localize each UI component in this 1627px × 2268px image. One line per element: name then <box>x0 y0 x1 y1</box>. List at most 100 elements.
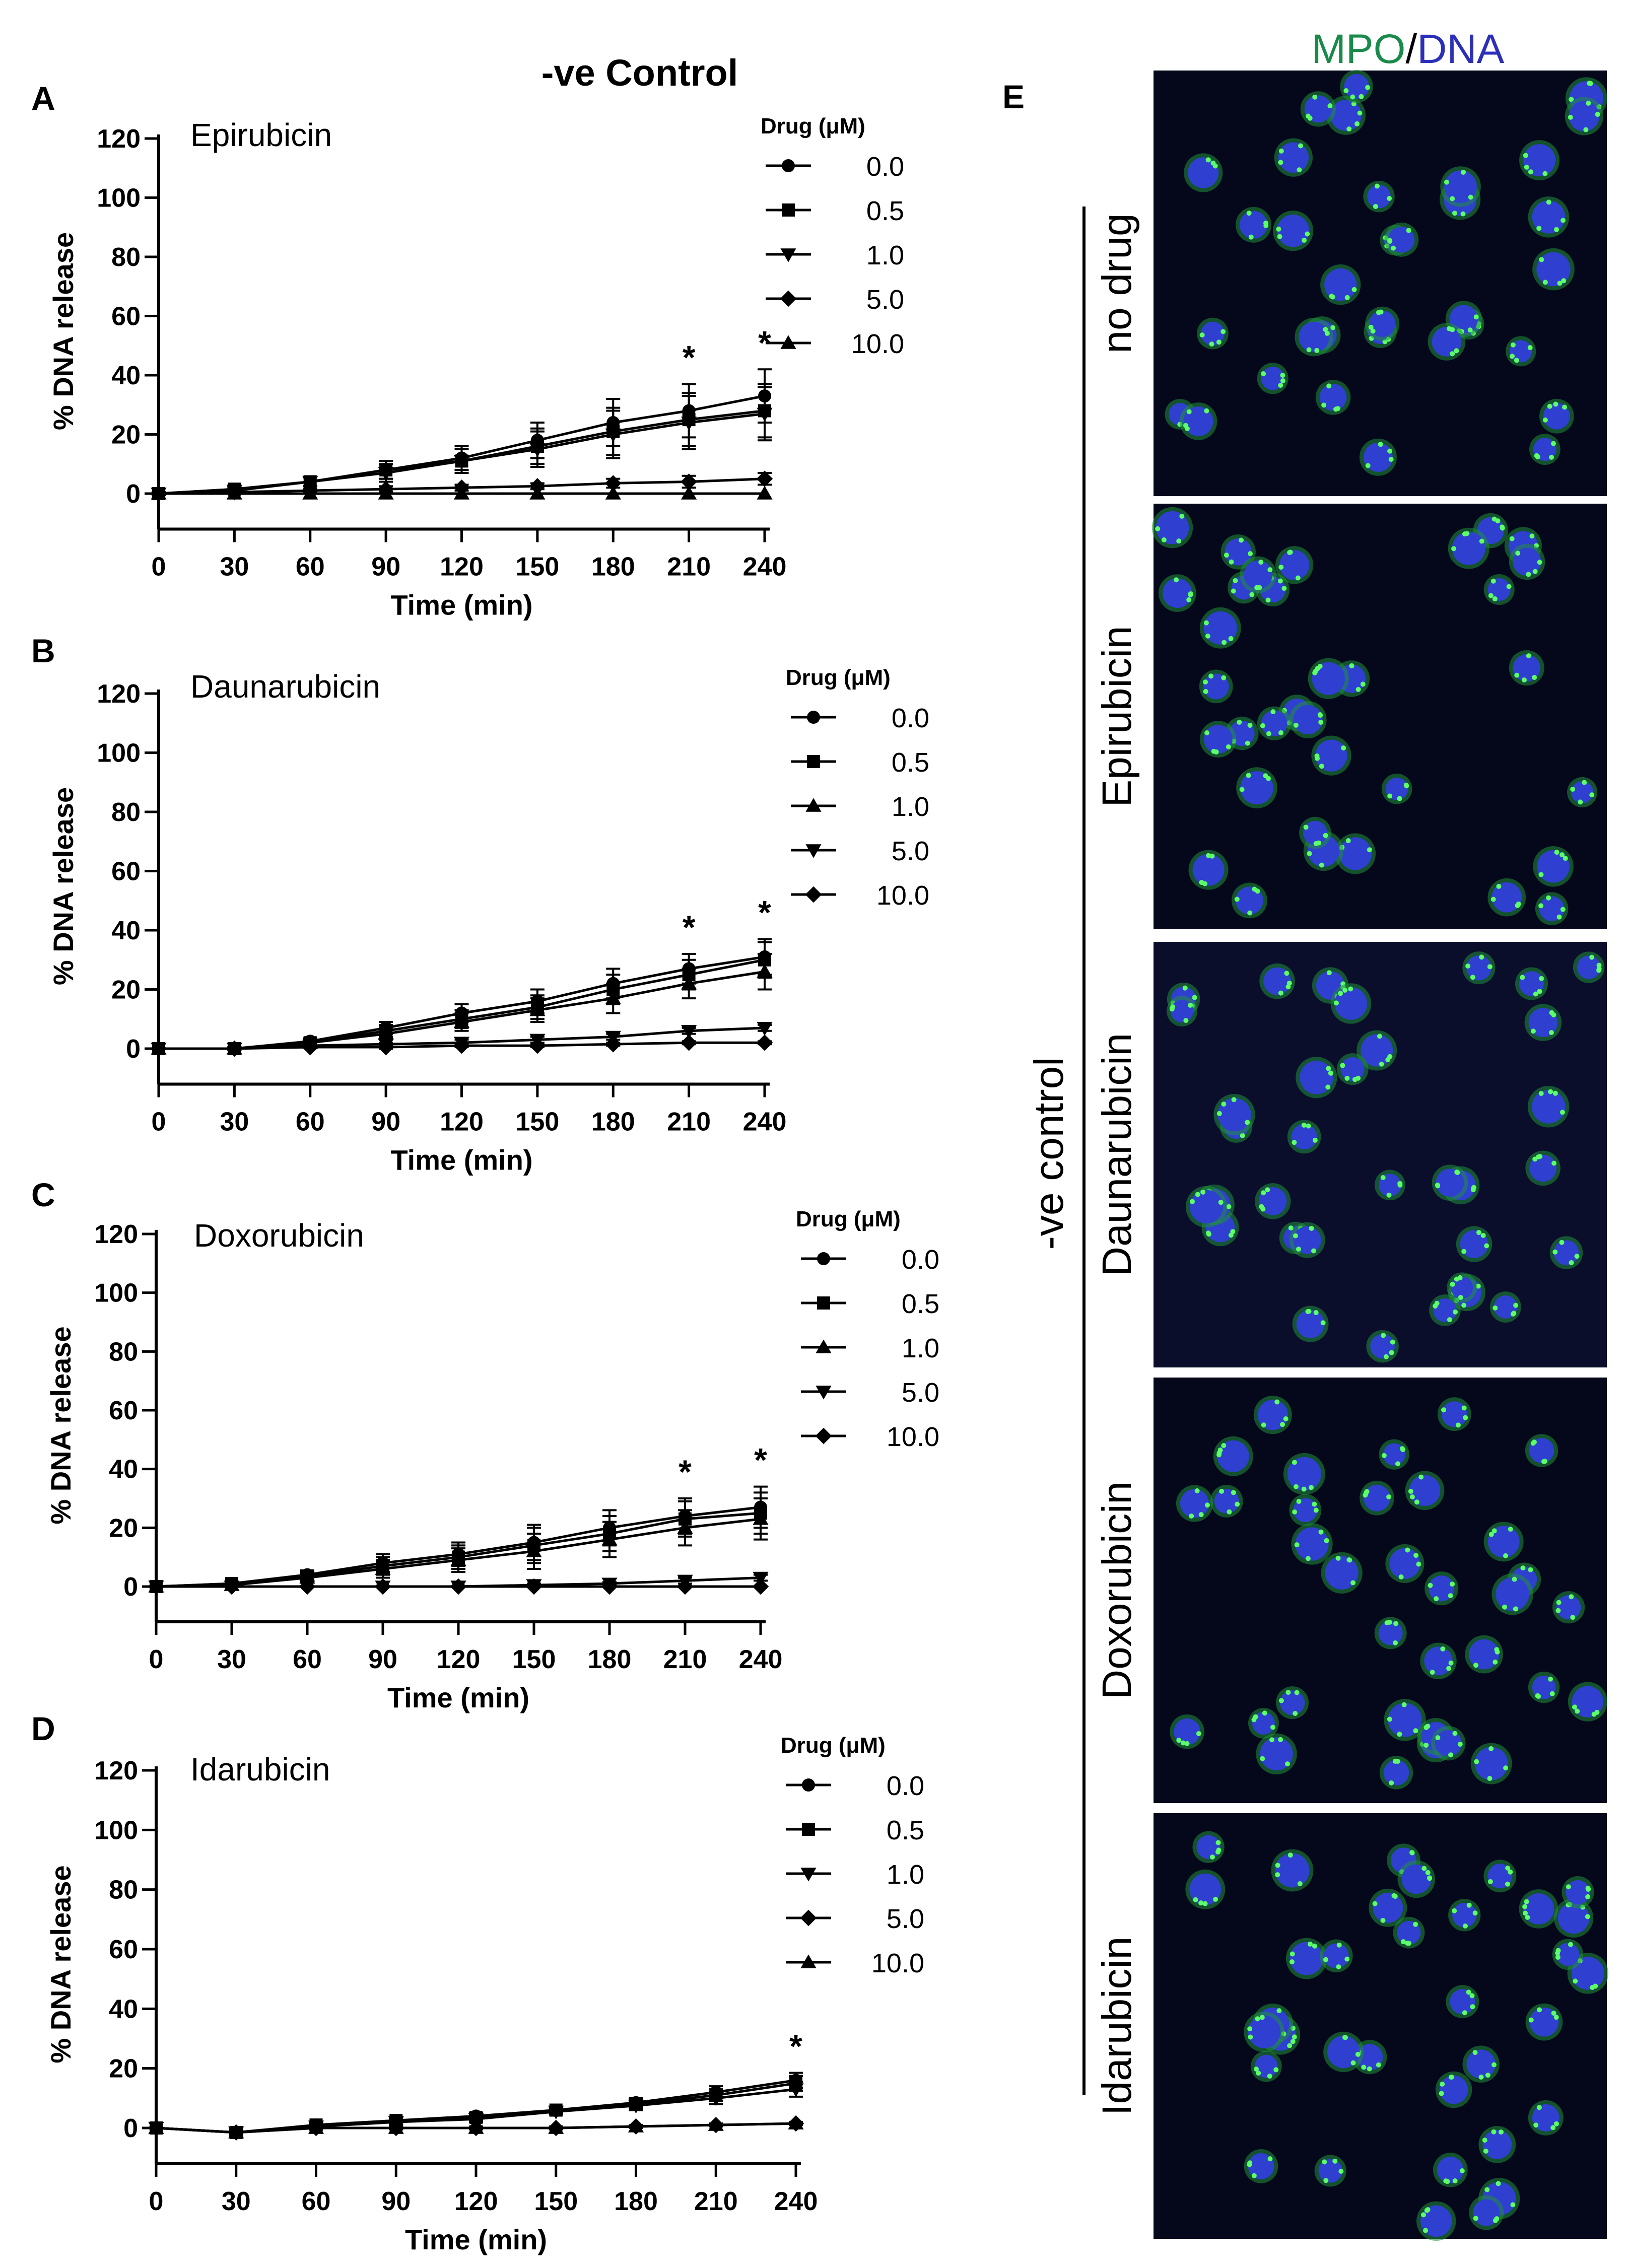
series-10-0 <box>148 1578 769 1595</box>
mpo-dot <box>1403 782 1409 788</box>
mpo-dot <box>1351 287 1357 292</box>
mpo-dot <box>1496 2181 1501 2186</box>
data-point <box>228 2124 244 2139</box>
mpo-dot <box>1434 1300 1440 1306</box>
cell-nucleus <box>1389 1548 1420 1579</box>
mpo-dot <box>1532 569 1538 574</box>
cell-nucleus <box>1248 2015 1280 2048</box>
mpo-dot <box>1457 1742 1463 1747</box>
cell-nucleus <box>1192 854 1225 886</box>
data-point <box>628 2099 644 2114</box>
mpo-dot <box>1332 2158 1338 2164</box>
mpo-dot <box>1323 2178 1329 2183</box>
mpo-dot <box>1585 1914 1590 1919</box>
mpo-dot <box>1284 971 1290 976</box>
mpo-dot <box>1533 2122 1539 2128</box>
mpo-dot <box>1570 1615 1576 1620</box>
mpo-dot <box>1315 666 1320 671</box>
mpo-dot <box>1569 1594 1574 1600</box>
mpo-dot <box>1180 1740 1186 1746</box>
mpo-dot <box>1470 1187 1476 1193</box>
mpo-dot <box>1292 1509 1298 1515</box>
mpo-dot <box>1317 712 1323 718</box>
legend: Drug (μM)0.0 0.5 1.0 5.0 10.0 <box>786 665 929 911</box>
mpo-dot <box>1487 1776 1493 1781</box>
cell-nucleus <box>1180 1489 1209 1518</box>
group-label: -ve control <box>1026 1057 1072 1250</box>
mpo-dot <box>1340 1063 1345 1068</box>
data-point <box>605 428 621 443</box>
mpo-dot <box>1324 1538 1329 1543</box>
mpo-dot <box>1192 995 1197 1000</box>
mpo-dot <box>1313 1310 1319 1316</box>
mpo-dot <box>1216 1847 1222 1853</box>
cell-nucleus <box>1543 402 1570 430</box>
mpo-dot <box>1455 1170 1460 1175</box>
mpo-dot <box>1435 1735 1441 1741</box>
mpo-dot <box>1389 1350 1394 1355</box>
mpo-dot <box>1240 1133 1245 1138</box>
mpo-dot <box>1318 720 1324 725</box>
mpo-dot <box>1425 1870 1431 1875</box>
cell-nucleus <box>1553 1240 1579 1265</box>
legend-label: 0.0 <box>866 152 904 182</box>
mpo-dot <box>1553 2015 1559 2020</box>
mpo-dot <box>1195 1192 1200 1197</box>
legend-label: 1.0 <box>902 1333 939 1363</box>
mpo-dot <box>1374 183 1380 189</box>
mpo-dot <box>1261 1422 1266 1428</box>
cell-nucleus <box>1460 1230 1488 1258</box>
data-point <box>605 1036 622 1053</box>
micrograph-doxorubicin: Doxorubicin <box>1094 1378 1608 1803</box>
mpo-dot <box>1441 1407 1447 1413</box>
mpo-dot <box>1184 1741 1190 1746</box>
x-axis-title: Time (min) <box>405 2224 547 2255</box>
mpo-dot <box>1526 653 1531 659</box>
mpo-dot <box>1302 238 1307 243</box>
x-tick-label: 30 <box>222 2187 251 2216</box>
y-axis-title: % DNA release <box>45 1326 77 1524</box>
mpo-dot <box>1589 954 1595 960</box>
series-10-0 <box>148 2115 804 2139</box>
mpo-dot <box>1251 2173 1257 2178</box>
mpo-dot <box>1520 975 1525 980</box>
legend-marker <box>807 711 820 724</box>
mpo-dot <box>1294 1690 1300 1695</box>
cell-cluster <box>1185 1831 1609 2241</box>
mpo-dot <box>1342 2035 1348 2040</box>
data-point <box>453 486 470 500</box>
mpo-dot <box>1583 127 1589 132</box>
mpo-dot <box>1361 2065 1367 2070</box>
cell-nucleus <box>1523 1893 1554 1925</box>
mpo-dot <box>1219 1488 1225 1494</box>
mpo-dot <box>1537 989 1542 994</box>
mpo-dot <box>1528 169 1533 175</box>
mpo-dot <box>1283 1416 1289 1422</box>
x-tick-label: 210 <box>694 2187 738 2216</box>
mpo-dot <box>1523 153 1528 158</box>
mpo-dot <box>1161 537 1167 542</box>
legend-marker <box>817 1296 830 1310</box>
mpo-dot <box>1184 426 1190 431</box>
cell-nucleus <box>1369 310 1396 337</box>
data-point <box>757 486 773 500</box>
mpo-dot <box>1267 2156 1273 2162</box>
mpo-dot <box>1528 1567 1533 1572</box>
mpo-dot <box>1484 2187 1490 2192</box>
cell-nucleus <box>1452 1903 1477 1928</box>
mpo-dot <box>1296 1246 1301 1252</box>
micrograph-idarubicin: Idarubicin <box>1094 1813 1609 2241</box>
legend-marker <box>816 1386 832 1400</box>
cell-nucleus <box>1388 1703 1422 1737</box>
mpo-dot <box>1401 1702 1407 1707</box>
mpo-dot <box>1209 853 1215 859</box>
mpo-dot <box>1533 991 1538 997</box>
cell-nucleus <box>1319 384 1347 411</box>
cell-nucleus <box>1370 1334 1395 1359</box>
mpo-dot <box>1350 94 1355 100</box>
mpo-dot <box>1561 218 1566 223</box>
y-tick-label: 80 <box>109 1337 138 1366</box>
mpo-dot <box>1546 895 1551 901</box>
cell-nucleus <box>1429 1575 1455 1602</box>
cell-nucleus <box>1572 1686 1604 1717</box>
